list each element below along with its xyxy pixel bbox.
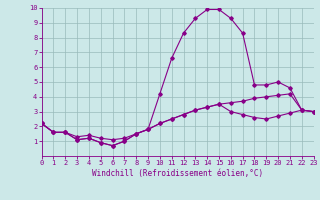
X-axis label: Windchill (Refroidissement éolien,°C): Windchill (Refroidissement éolien,°C) <box>92 169 263 178</box>
